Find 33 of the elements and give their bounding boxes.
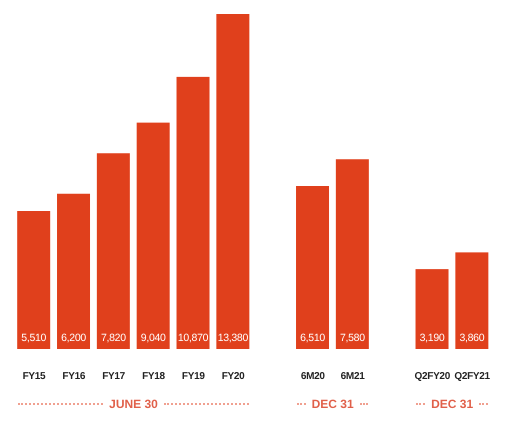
data-label: 3,860 [459,332,485,344]
data-label: 6,200 [61,332,86,344]
data-label: 10,870 [178,332,209,344]
x-tick-label: FY17 [102,371,126,382]
data-label: 13,380 [218,332,248,344]
bar [416,269,449,349]
bar [296,186,330,349]
bar [136,122,170,349]
x-tick-label: FY15 [22,371,46,382]
x-tick-label: Q2FY21 [454,371,491,382]
text: DEC 31 [312,397,354,411]
bar [176,76,210,349]
bar [57,194,90,349]
data-label: 9,040 [140,332,166,344]
x-tick-label: 6M20 [300,371,326,382]
data-label: 7,580 [340,332,366,344]
data-label: 3,190 [420,332,445,344]
x-tick-label: FY20 [222,371,246,382]
bar [17,211,50,349]
bar [216,14,250,349]
data-label: 7,820 [100,332,126,344]
text: JUNE 30 [109,397,158,411]
text: DEC 31 [431,397,474,411]
bar [336,159,369,349]
bar [96,153,130,349]
data-label: 6,510 [300,332,326,344]
x-tick-label: 6M21 [340,371,366,382]
x-tick-label: Q2FY20 [414,371,451,382]
x-tick-label: FY19 [182,371,206,382]
x-tick-label: FY18 [142,371,166,382]
data-label: 5,510 [21,332,47,344]
x-tick-label: FY16 [62,371,86,382]
bar [455,252,488,349]
